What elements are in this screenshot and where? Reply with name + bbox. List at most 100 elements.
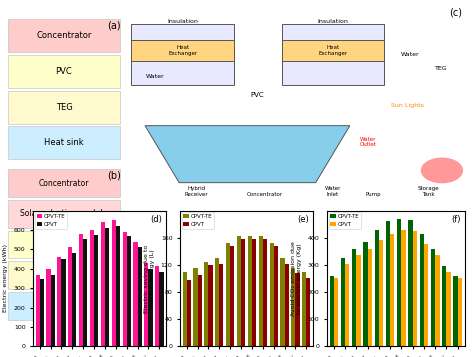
Bar bbox=[409, 220, 413, 346]
Bar bbox=[134, 242, 137, 346]
Bar bbox=[435, 255, 439, 346]
Bar bbox=[413, 231, 417, 346]
Text: Concentrator: Concentrator bbox=[39, 178, 89, 188]
Bar bbox=[368, 248, 372, 346]
Bar bbox=[230, 246, 234, 346]
Bar bbox=[329, 276, 334, 346]
Bar bbox=[270, 243, 273, 346]
Bar bbox=[306, 278, 310, 346]
Bar bbox=[137, 247, 142, 346]
Bar bbox=[159, 272, 164, 346]
Text: Heat sink: Heat sink bbox=[46, 301, 82, 311]
Bar bbox=[8, 261, 119, 289]
Text: (f): (f) bbox=[451, 215, 460, 224]
Bar bbox=[458, 278, 462, 346]
Text: Insulation: Insulation bbox=[317, 19, 348, 24]
Text: Storage
Tank: Storage Tank bbox=[418, 186, 439, 197]
Text: PVC: PVC bbox=[55, 67, 73, 76]
Bar bbox=[8, 231, 119, 258]
Text: (c): (c) bbox=[449, 7, 463, 17]
Text: (b): (b) bbox=[107, 171, 121, 181]
Bar bbox=[364, 242, 368, 346]
Bar bbox=[419, 234, 424, 346]
Text: Hybrid
Receiver: Hybrid Receiver bbox=[184, 186, 208, 197]
Text: Sun Lights: Sun Lights bbox=[392, 103, 424, 108]
Bar bbox=[155, 266, 159, 346]
Bar bbox=[90, 230, 94, 346]
Text: Water: Water bbox=[146, 74, 164, 79]
Bar bbox=[263, 239, 267, 346]
Text: Heat
Exchanger: Heat Exchanger bbox=[168, 45, 197, 56]
Bar bbox=[209, 265, 212, 346]
Text: Heat sink: Heat sink bbox=[44, 138, 84, 147]
Legend: CPVT-TE, CPVT: CPVT-TE, CPVT bbox=[35, 212, 67, 228]
Bar bbox=[401, 230, 406, 346]
Bar bbox=[386, 221, 390, 346]
Bar bbox=[145, 263, 148, 346]
Y-axis label: Electric energy (kWh): Electric energy (kWh) bbox=[3, 245, 8, 312]
Y-axis label: Avoid CO₂ emission due
to electric energy (Kg): Avoid CO₂ emission due to electric energ… bbox=[292, 241, 302, 316]
Bar bbox=[198, 275, 201, 346]
Bar bbox=[397, 219, 401, 346]
Bar bbox=[36, 275, 40, 346]
Bar bbox=[241, 239, 245, 346]
Bar bbox=[8, 91, 119, 124]
Bar bbox=[182, 272, 187, 346]
Bar bbox=[8, 19, 119, 52]
Text: PVC: PVC bbox=[251, 92, 264, 98]
Bar bbox=[390, 234, 394, 346]
Bar bbox=[73, 253, 76, 346]
Bar bbox=[295, 273, 300, 346]
Bar bbox=[8, 169, 119, 197]
Text: Insulation: Insulation bbox=[167, 19, 198, 24]
Bar bbox=[105, 228, 109, 346]
Text: Pump: Pump bbox=[366, 192, 382, 197]
Legend: CPVT-TE, CPVT: CPVT-TE, CPVT bbox=[329, 212, 361, 228]
Bar bbox=[46, 269, 51, 346]
Bar bbox=[454, 276, 458, 346]
Bar bbox=[259, 236, 263, 346]
Bar bbox=[282, 24, 384, 85]
Bar bbox=[292, 268, 295, 346]
Bar bbox=[248, 236, 252, 346]
Bar bbox=[356, 255, 361, 346]
Circle shape bbox=[421, 158, 463, 183]
Bar bbox=[302, 272, 306, 346]
Bar bbox=[341, 258, 345, 346]
Y-axis label: Electric saving due to
electric energy (L): Electric saving due to electric energy (… bbox=[145, 244, 155, 313]
Polygon shape bbox=[145, 126, 350, 183]
Bar bbox=[112, 220, 116, 346]
Bar bbox=[374, 230, 379, 346]
Legend: CPVT-TE, CPVT: CPVT-TE, CPVT bbox=[182, 212, 214, 228]
Bar bbox=[127, 236, 131, 346]
Bar bbox=[252, 239, 256, 346]
Bar bbox=[40, 280, 44, 346]
Bar bbox=[131, 24, 234, 85]
Text: (a): (a) bbox=[107, 21, 121, 31]
Bar bbox=[79, 234, 83, 346]
Text: Solar selective module: Solar selective module bbox=[20, 209, 108, 218]
Bar bbox=[219, 263, 223, 346]
Bar bbox=[94, 235, 98, 346]
Text: (e): (e) bbox=[297, 215, 309, 224]
Bar bbox=[345, 263, 349, 346]
Text: TEG: TEG bbox=[56, 271, 72, 280]
Bar bbox=[116, 226, 120, 346]
Bar bbox=[215, 258, 219, 346]
Text: TEG: TEG bbox=[435, 66, 448, 71]
Bar bbox=[62, 259, 65, 346]
Bar bbox=[237, 236, 241, 346]
Text: Water
Inlet: Water Inlet bbox=[325, 186, 341, 197]
Bar bbox=[379, 241, 383, 346]
Text: (d): (d) bbox=[150, 215, 162, 224]
Bar bbox=[187, 280, 191, 346]
Bar bbox=[68, 247, 73, 346]
Text: PVC: PVC bbox=[56, 240, 72, 249]
Bar bbox=[83, 239, 87, 346]
Text: Concentrator: Concentrator bbox=[246, 192, 283, 197]
Bar bbox=[8, 292, 119, 320]
Bar bbox=[101, 222, 105, 346]
Bar bbox=[282, 40, 384, 61]
Bar bbox=[148, 269, 153, 346]
Bar bbox=[51, 275, 55, 346]
